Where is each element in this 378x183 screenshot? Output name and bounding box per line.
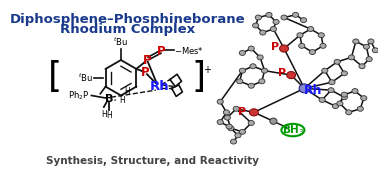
Ellipse shape xyxy=(270,27,277,31)
Ellipse shape xyxy=(281,15,287,20)
Ellipse shape xyxy=(372,48,378,53)
Ellipse shape xyxy=(301,18,307,23)
Ellipse shape xyxy=(361,96,367,101)
Text: $^{t}$Bu: $^{t}$Bu xyxy=(77,72,93,84)
Ellipse shape xyxy=(239,68,245,73)
Text: [: [ xyxy=(48,60,62,94)
Ellipse shape xyxy=(299,43,305,48)
Ellipse shape xyxy=(248,120,254,126)
Ellipse shape xyxy=(322,68,328,73)
Ellipse shape xyxy=(337,101,343,106)
Text: P: P xyxy=(143,54,151,67)
Ellipse shape xyxy=(249,109,258,116)
Ellipse shape xyxy=(248,83,254,88)
Ellipse shape xyxy=(248,46,254,51)
Ellipse shape xyxy=(341,92,347,97)
Text: H: H xyxy=(124,87,130,96)
Ellipse shape xyxy=(328,88,334,93)
Ellipse shape xyxy=(341,95,347,100)
Ellipse shape xyxy=(287,72,296,79)
Ellipse shape xyxy=(259,79,265,84)
Ellipse shape xyxy=(239,51,245,55)
Ellipse shape xyxy=(352,89,358,94)
Ellipse shape xyxy=(320,43,326,48)
Ellipse shape xyxy=(224,115,231,120)
Text: P: P xyxy=(278,68,286,78)
Ellipse shape xyxy=(235,133,241,138)
Ellipse shape xyxy=(223,110,229,115)
Ellipse shape xyxy=(217,99,223,104)
Ellipse shape xyxy=(266,12,272,17)
Ellipse shape xyxy=(319,97,325,102)
Ellipse shape xyxy=(253,23,259,28)
Ellipse shape xyxy=(226,124,232,129)
Text: P: P xyxy=(271,42,279,52)
Text: P: P xyxy=(157,45,166,58)
Ellipse shape xyxy=(308,27,314,31)
Text: B: B xyxy=(105,94,113,104)
Ellipse shape xyxy=(348,55,355,60)
Ellipse shape xyxy=(359,64,365,69)
Text: Rh: Rh xyxy=(150,80,169,93)
Ellipse shape xyxy=(357,106,363,111)
Ellipse shape xyxy=(368,39,374,44)
Ellipse shape xyxy=(217,120,223,125)
Text: BH$_3$: BH$_3$ xyxy=(282,123,304,137)
Ellipse shape xyxy=(257,55,263,60)
Ellipse shape xyxy=(270,118,277,124)
Ellipse shape xyxy=(341,71,347,76)
Text: H: H xyxy=(101,110,107,119)
Ellipse shape xyxy=(332,104,339,109)
Text: $-$Mes*: $-$Mes* xyxy=(174,45,204,56)
Ellipse shape xyxy=(329,80,335,85)
Ellipse shape xyxy=(262,68,268,73)
Ellipse shape xyxy=(353,39,359,44)
Text: Rhodium Complex: Rhodium Complex xyxy=(60,23,195,36)
Ellipse shape xyxy=(280,45,288,52)
Text: P: P xyxy=(141,66,149,79)
Text: H: H xyxy=(106,111,112,120)
Text: P: P xyxy=(238,107,246,117)
Ellipse shape xyxy=(299,84,310,93)
Ellipse shape xyxy=(260,30,266,35)
Ellipse shape xyxy=(309,50,316,55)
Ellipse shape xyxy=(318,33,324,38)
Ellipse shape xyxy=(273,19,279,24)
Ellipse shape xyxy=(250,64,256,69)
Ellipse shape xyxy=(366,57,372,62)
Ellipse shape xyxy=(297,33,303,38)
Ellipse shape xyxy=(239,129,245,134)
Ellipse shape xyxy=(363,44,370,49)
Ellipse shape xyxy=(231,139,237,144)
Ellipse shape xyxy=(293,12,299,17)
Text: +: + xyxy=(203,65,211,75)
Ellipse shape xyxy=(233,106,239,111)
Ellipse shape xyxy=(334,59,340,64)
Text: Diphosphene–Phosphineborane: Diphosphene–Phosphineborane xyxy=(10,13,246,26)
Ellipse shape xyxy=(228,126,234,131)
Text: $^{t}$Bu: $^{t}$Bu xyxy=(113,35,129,48)
Text: ]: ] xyxy=(191,60,205,94)
Ellipse shape xyxy=(237,79,243,84)
Ellipse shape xyxy=(345,110,352,115)
Text: Synthesis, Structure, and Reactivity: Synthesis, Structure, and Reactivity xyxy=(46,156,259,166)
Text: Rh: Rh xyxy=(304,84,322,97)
Ellipse shape xyxy=(255,15,262,20)
Text: Ph$_2$P: Ph$_2$P xyxy=(68,89,90,102)
Text: H: H xyxy=(119,96,125,105)
